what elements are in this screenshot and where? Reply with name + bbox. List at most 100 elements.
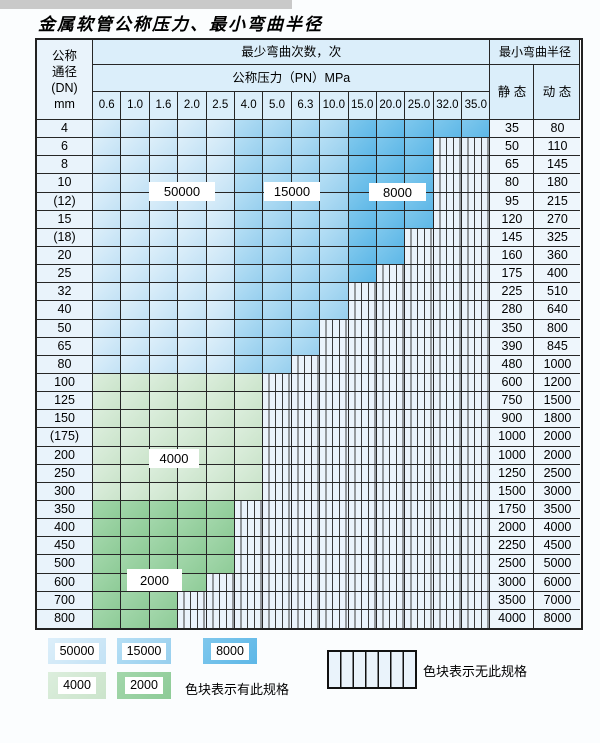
page-title: 金属软管公称压力、最小弯曲半径: [38, 15, 323, 35]
spec-cell: [234, 156, 264, 175]
no-spec-cell: [462, 210, 491, 229]
no-spec-cell: [348, 573, 377, 592]
no-spec-cell: [433, 464, 463, 483]
spec-cell: [263, 283, 292, 302]
header-pn-value: 15.0: [348, 92, 377, 120]
no-spec-cell: [348, 591, 377, 610]
no-spec-cell: [234, 573, 264, 592]
no-spec-cell: [462, 301, 491, 320]
header-dn-line: mm: [54, 96, 75, 111]
dynamic-radius-cell: 80: [534, 120, 581, 139]
spec-cell: [206, 138, 235, 157]
static-radius-cell: 1250: [490, 464, 535, 483]
header-pn-value: 1.6: [149, 92, 179, 120]
no-spec-cell: [376, 555, 406, 574]
spec-cell: [93, 120, 122, 139]
no-spec-cell: [462, 573, 491, 592]
no-spec-cell: [376, 265, 406, 284]
spec-cell: [93, 446, 122, 465]
cycle-count-label: 8000: [369, 183, 426, 201]
no-spec-cell: [320, 482, 349, 501]
no-spec-cell: [405, 392, 434, 411]
dn-cell: 200: [37, 446, 93, 465]
dn-cell: 800: [37, 609, 93, 628]
spec-cell: [234, 355, 264, 374]
spec-cell: [234, 192, 264, 211]
static-radius-cell: 2500: [490, 555, 535, 574]
spec-cell: [149, 301, 179, 320]
spec-cell: [320, 246, 349, 266]
spec-cell: [291, 337, 321, 356]
no-spec-cell: [263, 392, 292, 411]
cycle-count-label: 50000: [149, 182, 215, 201]
spec-cell: [178, 120, 207, 139]
spec-cell: [376, 228, 406, 247]
no-spec-cell: [291, 500, 321, 520]
dynamic-radius-cell: 3500: [534, 500, 581, 520]
no-spec-cell: [405, 609, 434, 628]
spec-cell: [234, 410, 264, 429]
spec-cell: [149, 464, 179, 483]
spec-cell: [121, 591, 150, 610]
spec-cell: [320, 283, 349, 302]
no-spec-cell: [320, 373, 349, 393]
dn-cell: 125: [37, 392, 93, 411]
spec-cell: [320, 120, 349, 139]
no-spec-cell: [433, 555, 463, 574]
no-spec-cell: [433, 174, 463, 193]
spec-cell: [291, 138, 321, 157]
no-spec-cell: [405, 373, 434, 393]
dn-cell: 600: [37, 573, 93, 592]
dynamic-radius-cell: 1800: [534, 410, 581, 429]
static-radius-cell: 600: [490, 373, 535, 393]
legend-swatch-50000: 50000: [48, 638, 106, 664]
no-spec-cell: [433, 392, 463, 411]
spec-cell: [234, 228, 264, 247]
spec-cell: [291, 246, 321, 266]
spec-cell: [93, 392, 122, 411]
spec-cell: [178, 519, 207, 538]
dynamic-radius-cell: 400: [534, 265, 581, 284]
dynamic-radius-cell: 1200: [534, 373, 581, 393]
no-spec-cell: [376, 537, 406, 556]
static-radius-cell: 3500: [490, 591, 535, 610]
spec-cell: [206, 500, 235, 520]
spec-cell: [149, 410, 179, 429]
spec-cell: [121, 609, 150, 628]
no-spec-cell: [433, 446, 463, 465]
spec-cell: [234, 319, 264, 338]
no-spec-cell: [462, 283, 491, 302]
dn-cell: 450: [37, 537, 93, 556]
spec-cell: [348, 210, 377, 229]
dynamic-radius-cell: 2000: [534, 446, 581, 465]
spec-cell: [234, 120, 264, 139]
dn-cell: 350: [37, 500, 93, 520]
spec-cell: [93, 319, 122, 338]
dn-cell: (12): [37, 192, 93, 211]
no-spec-cell: [348, 355, 377, 374]
dn-cell: 8: [37, 156, 93, 175]
no-spec-cell: [206, 573, 235, 592]
no-spec-cell: [320, 609, 349, 628]
spec-cell: [93, 464, 122, 483]
top-gray-strip: [0, 0, 292, 9]
no-spec-cell: [433, 591, 463, 610]
spec-cell: [178, 355, 207, 374]
spec-cell: [149, 373, 179, 393]
spec-cell: [291, 228, 321, 247]
spec-cell: [206, 283, 235, 302]
no-spec-cell: [462, 609, 491, 628]
dn-cell: 6: [37, 138, 93, 157]
no-spec-cell: [348, 482, 377, 501]
dn-cell: 150: [37, 410, 93, 429]
no-spec-cell: [320, 410, 349, 429]
spec-cell: [121, 355, 150, 374]
spec-cell: [121, 373, 150, 393]
no-spec-cell: [433, 319, 463, 338]
spec-cell: [206, 446, 235, 465]
dn-cell: 40: [37, 301, 93, 320]
no-spec-cell: [206, 609, 235, 628]
no-spec-cell: [376, 482, 406, 501]
spec-cell: [348, 265, 377, 284]
static-radius-cell: 280: [490, 301, 535, 320]
